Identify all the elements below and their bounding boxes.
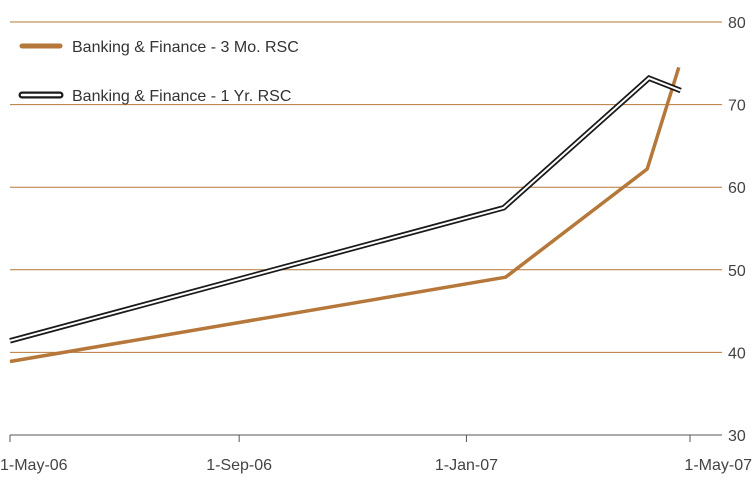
y-tick-label-60: 60 <box>728 180 746 197</box>
series-line-3mo <box>9 66 681 364</box>
y-tick-label-80: 80 <box>728 15 746 32</box>
grid-lines <box>10 21 722 353</box>
x-tick-label-1: 1-Sep-06 <box>206 457 272 474</box>
series-lines <box>9 66 682 364</box>
y-tick-label-40: 40 <box>728 345 746 362</box>
y-tick-label-70: 70 <box>728 98 746 115</box>
x-tick-label-2: 1-Jan-07 <box>435 457 498 474</box>
legend-label-1: Banking & Finance - 1 Yr. RSC <box>72 88 291 105</box>
y-tick-label-50: 50 <box>728 263 746 280</box>
x-tick-label-3: 1-May-07 <box>684 457 752 474</box>
series-line-1yr-outer <box>9 75 682 344</box>
series-line-1yr-inner <box>9 77 682 342</box>
x-tick-label-0: 1-May-06 <box>0 457 68 474</box>
y-tick-label-30: 30 <box>728 428 746 445</box>
legend: Banking & Finance - 3 Mo. RSC Banking & F… <box>18 39 299 105</box>
y-axis-ticks: 30 40 50 60 70 80 <box>728 15 746 445</box>
x-axis: 1-May-06 1-Sep-06 1-Jan-07 1-May-07 <box>0 434 752 474</box>
legend-label-0: Banking & Finance - 3 Mo. RSC <box>72 39 299 56</box>
